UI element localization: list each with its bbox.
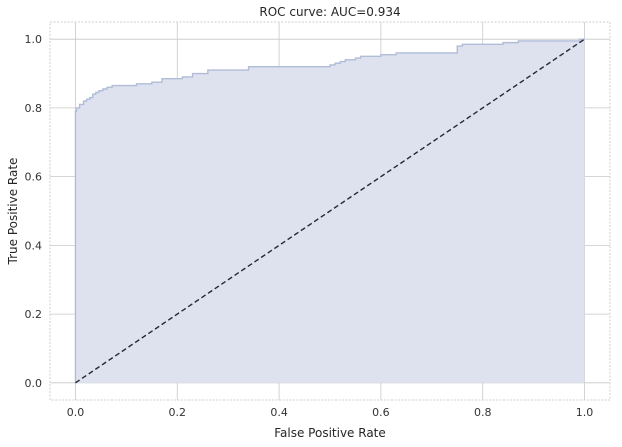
- y-tick-label: 1.0: [25, 33, 43, 46]
- y-tick-label: 0.6: [25, 171, 43, 184]
- random-classifier-diagonal: [75, 38, 585, 384]
- y-tick-label: 0.2: [25, 308, 43, 321]
- y-axis-label: True Positive Rate: [6, 158, 20, 266]
- x-tick-label: 1.0: [576, 406, 594, 419]
- x-tick-label: 0.8: [474, 406, 492, 419]
- y-tick-label: 0.4: [25, 239, 43, 252]
- y-tick-labels: 0.0 0.2 0.4 0.6 0.8 1.0: [25, 33, 43, 390]
- chart-title: ROC curve: AUC=0.934: [259, 5, 400, 19]
- y-tick-label: 0.0: [25, 377, 43, 390]
- x-axis-label: False Positive Rate: [274, 426, 386, 440]
- x-tick-label: 0.0: [67, 406, 85, 419]
- x-tick-label: 0.4: [270, 406, 288, 419]
- series-layer: [74, 38, 585, 384]
- x-tick-label: 0.2: [169, 406, 187, 419]
- x-tick-labels: 0.0 0.2 0.4 0.6 0.8 1.0: [67, 406, 594, 419]
- plot-frame: [49, 21, 611, 401]
- y-tick-label: 0.8: [25, 102, 43, 115]
- roc-curve-line: [74, 38, 585, 383]
- plot-area: [49, 21, 611, 401]
- x-tick-label: 0.6: [372, 406, 390, 419]
